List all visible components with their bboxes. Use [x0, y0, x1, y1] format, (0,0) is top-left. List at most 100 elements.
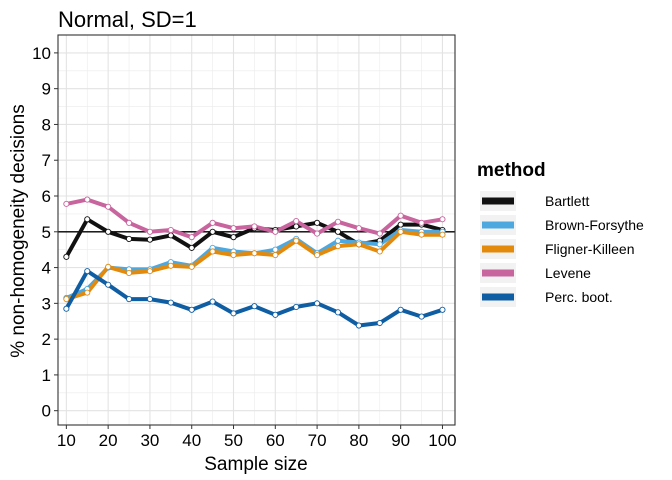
data-point — [439, 306, 446, 313]
y-tick-label: 0 — [42, 402, 51, 421]
x-tick-label: 100 — [428, 431, 456, 450]
x-tick-label: 40 — [182, 431, 201, 450]
x-tick-label: 30 — [140, 431, 159, 450]
data-point — [84, 216, 91, 223]
data-point — [293, 223, 300, 230]
data-point — [418, 313, 425, 320]
data-point — [376, 241, 383, 248]
series-points-4 — [63, 268, 446, 329]
data-point — [355, 225, 362, 232]
data-point — [209, 248, 216, 255]
data-point — [125, 235, 133, 242]
data-point — [418, 231, 425, 238]
data-point — [397, 212, 404, 219]
data-point — [439, 216, 446, 223]
data-point — [146, 228, 153, 235]
data-point — [314, 300, 321, 307]
data-point — [63, 253, 70, 260]
data-point — [230, 234, 237, 241]
y-tick-label: 6 — [42, 187, 51, 206]
legend-label-3: Levene — [545, 265, 591, 281]
axes: 0 1 2 3 4 5 6 7 8 9 10 10 20 30 40 50 60 70 80 90 100 — [32, 44, 457, 450]
data-point — [105, 281, 112, 288]
x-tick-label: 10 — [57, 431, 76, 450]
y-tick-label: 4 — [42, 259, 51, 278]
data-point — [105, 228, 112, 235]
y-tick-label: 2 — [42, 330, 51, 349]
legend-title: method — [477, 160, 546, 181]
y-tick-label: 8 — [42, 115, 51, 134]
data-point — [251, 250, 258, 257]
legend: method Bartlett Brown-Forsythe Fligner-Kil… — [477, 160, 644, 307]
x-tick-label: 80 — [349, 431, 368, 450]
x-tick-label: 60 — [266, 431, 285, 450]
data-point — [167, 262, 174, 269]
data-point — [209, 219, 216, 226]
y-tick-label: 1 — [42, 366, 51, 385]
data-point — [230, 310, 237, 317]
x-axis-label: Sample size — [204, 454, 308, 475]
data-point — [146, 268, 153, 275]
x-tick-label: 20 — [99, 431, 118, 450]
data-point — [167, 226, 174, 234]
data-point — [272, 251, 279, 259]
data-point — [376, 248, 383, 255]
data-point — [230, 225, 237, 232]
data-point — [125, 296, 133, 303]
data-point — [397, 306, 404, 313]
data-point — [334, 228, 342, 235]
data-point — [293, 218, 300, 225]
legend-label-0: Bartlett — [545, 193, 589, 209]
legend-label-4: Perc. boot. — [545, 289, 613, 305]
series-points-3 — [63, 196, 446, 241]
legend-label-1: Brown-Forsythe — [545, 217, 644, 233]
x-tick-label: 70 — [308, 431, 327, 450]
x-tick-label: 90 — [391, 431, 410, 450]
data-point — [105, 203, 112, 210]
chart-title: Normal, SD=1 — [58, 7, 197, 32]
data-point — [334, 309, 342, 316]
data-point — [355, 322, 362, 329]
data-point — [188, 306, 195, 313]
data-point — [314, 230, 321, 237]
data-point — [272, 246, 279, 253]
data-point — [272, 311, 279, 318]
legend-label-2: Fligner-Killeen — [545, 241, 634, 257]
data-point — [84, 289, 91, 296]
data-point — [376, 230, 383, 237]
y-tick-label: 9 — [42, 80, 51, 99]
data-point — [251, 303, 258, 310]
data-point — [188, 263, 195, 270]
data-point — [251, 223, 258, 230]
data-point — [334, 237, 342, 244]
data-point — [125, 219, 133, 226]
plot-panel — [57, 34, 456, 426]
data-point — [397, 228, 404, 235]
series-points-0 — [63, 216, 446, 260]
y-tick-label: 10 — [32, 44, 51, 63]
data-point — [146, 296, 153, 303]
data-point — [125, 269, 133, 276]
data-point — [63, 305, 70, 312]
data-point — [188, 234, 195, 241]
data-point — [84, 268, 91, 275]
data-point — [146, 236, 153, 243]
data-point — [355, 241, 362, 248]
data-point — [418, 219, 425, 226]
data-point — [397, 221, 404, 228]
data-point — [293, 303, 300, 310]
data-point — [314, 251, 321, 259]
y-tick-label: 7 — [42, 151, 51, 170]
data-point — [188, 244, 195, 251]
data-point — [314, 219, 321, 226]
data-point — [334, 218, 342, 225]
data-point — [293, 237, 300, 244]
data-point — [209, 228, 216, 235]
data-point — [272, 228, 279, 235]
series-points-2 — [63, 228, 446, 303]
data-point — [84, 196, 91, 203]
data-point — [230, 251, 237, 259]
data-point — [439, 231, 446, 238]
data-point — [167, 232, 174, 239]
